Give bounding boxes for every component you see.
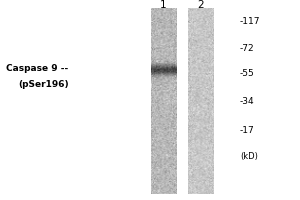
Text: 2: 2 <box>198 0 204 10</box>
Text: (pSer196): (pSer196) <box>18 80 69 89</box>
Text: -72: -72 <box>240 44 255 53</box>
Text: -55: -55 <box>240 69 255 78</box>
Text: -17: -17 <box>240 126 255 135</box>
Text: (kD): (kD) <box>240 152 258 161</box>
Text: Caspase 9 --: Caspase 9 -- <box>6 64 68 73</box>
Text: -34: -34 <box>240 97 255 106</box>
Text: -117: -117 <box>240 17 260 26</box>
Text: 1: 1 <box>160 0 167 10</box>
